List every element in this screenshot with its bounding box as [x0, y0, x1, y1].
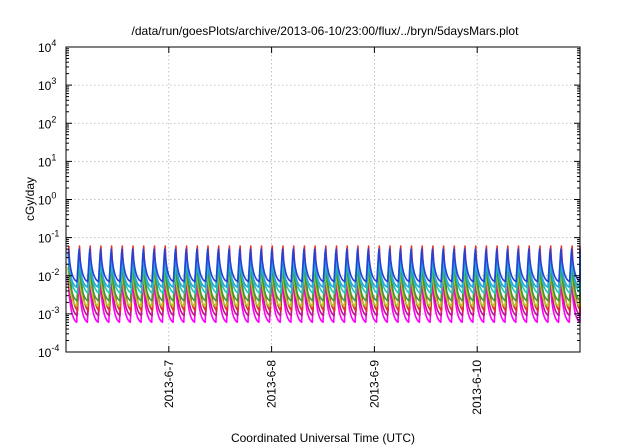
series-group	[67, 245, 581, 324]
x-tick-label: 2013-6-7	[162, 360, 176, 408]
x-axis: 2013-6-7 2013-6-8 2013-6-9 2013-6-10	[162, 47, 484, 415]
x-tick-label: 2013-6-10	[470, 360, 484, 415]
y-axis-label: cGy/day	[23, 177, 37, 221]
series-line	[67, 275, 581, 324]
series-line	[67, 261, 581, 302]
y-tick-label: 100	[38, 191, 56, 208]
x-tick-label: 2013-6-8	[265, 360, 279, 408]
y-tick-label: 104	[38, 38, 56, 55]
series-line	[67, 252, 581, 288]
series-line	[67, 248, 581, 283]
y-axis: 10-4 10-3 10-2 10-1 100 101 102 103 104	[38, 38, 580, 360]
series-line	[67, 266, 581, 307]
y-tick-label: 102	[38, 114, 56, 131]
y-tick-label: 10-3	[38, 305, 59, 322]
y-tick-label: 103	[38, 76, 56, 93]
x-tick-label: 2013-6-9	[367, 360, 381, 408]
x-axis-label: Coordinated Universal Time (UTC)	[231, 431, 415, 445]
y-tick-label: 10-2	[38, 267, 59, 284]
y-tick-label: 10-4	[38, 343, 59, 360]
y-tick-label: 101	[38, 152, 56, 169]
chart-title: /data/run/goesPlots/archive/2013-06-10/2…	[132, 24, 520, 38]
y-tick-label: 10-1	[38, 229, 59, 246]
